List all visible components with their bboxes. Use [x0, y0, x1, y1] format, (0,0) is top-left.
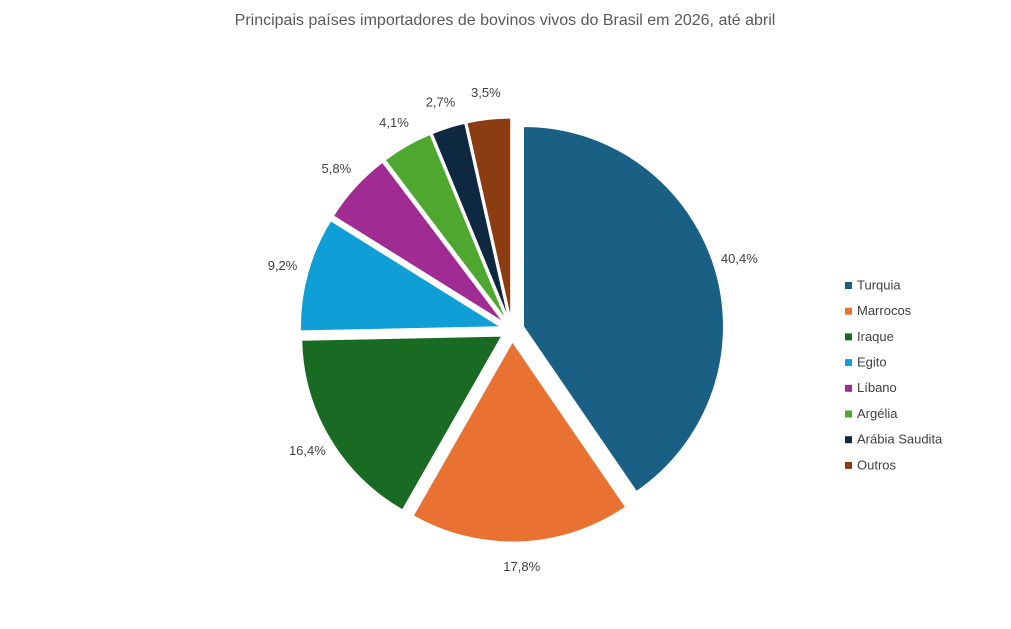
pie-slice	[301, 335, 503, 511]
data-label: 40,4%	[721, 251, 758, 266]
legend-swatch	[845, 384, 852, 392]
data-label: 2,7%	[426, 94, 456, 109]
data-label: 9,2%	[268, 258, 298, 273]
legend-swatch	[845, 282, 852, 289]
data-label: 5,8%	[322, 161, 352, 176]
legend-swatch	[845, 307, 852, 315]
data-label: 3,5%	[471, 85, 501, 100]
chart-title: Principais países importadores de bovino…	[235, 12, 776, 29]
legend-label: Líbano	[857, 380, 897, 395]
pie-slice	[431, 122, 509, 319]
data-label: 16,4%	[289, 443, 326, 458]
legend-label: Iraque	[857, 329, 894, 344]
legend-swatch	[845, 359, 852, 367]
legend-swatch	[845, 333, 852, 341]
pie-slice	[332, 161, 504, 323]
legend-label: Marrocos	[857, 303, 912, 318]
pie-slice	[412, 341, 627, 543]
legend-swatch	[845, 410, 852, 418]
pie-slice	[522, 125, 724, 493]
pie-slice	[384, 133, 507, 320]
legend-label: Turquia	[857, 277, 901, 292]
legend-label: Argélia	[857, 406, 898, 421]
legend-swatch	[845, 461, 852, 469]
pie-slice	[299, 220, 503, 332]
data-label: 17,8%	[503, 559, 540, 574]
legend-label: Outros	[857, 457, 897, 472]
data-label: 4,1%	[379, 115, 409, 130]
legend-swatch	[845, 436, 852, 444]
legend-label: Arábia Saudita	[857, 432, 943, 447]
legend-label: Egito	[857, 355, 887, 370]
pie-slice	[466, 117, 512, 319]
